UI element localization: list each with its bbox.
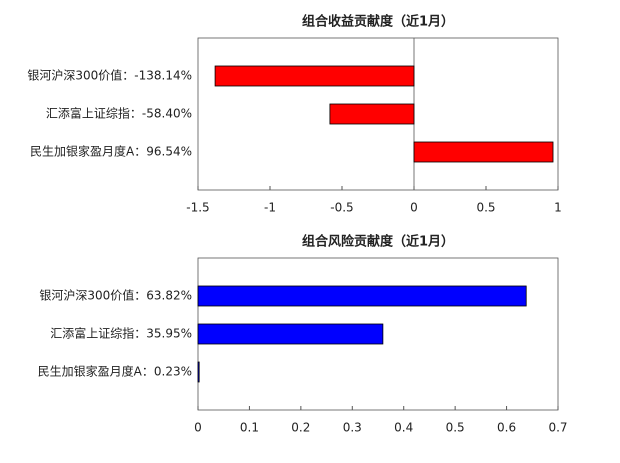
x-tick-label: 0.3: [343, 421, 362, 435]
y-tick-label: 民生加银家盈月度A：0.23%: [38, 364, 192, 379]
y-tick-label: 银河沪深300价值：63.82%: [39, 288, 192, 303]
bar: [214, 65, 415, 87]
x-tick-label: -1: [264, 201, 276, 215]
y-tick-label: 银河沪深300价值：-138.14%: [27, 68, 192, 83]
y-tick-label: 汇添富上证综指：35.95%: [50, 326, 192, 341]
bar: [329, 103, 415, 125]
x-tick-label: 0.2: [291, 421, 310, 435]
x-tick-label: 0: [194, 421, 202, 435]
x-tick-label: -0.5: [330, 201, 353, 215]
chart-title: 组合风险贡献度（近1月）: [302, 234, 454, 250]
bar: [197, 361, 200, 383]
x-tick-label: 1: [554, 201, 562, 215]
y-tick-label: 民生加银家盈月度A：96.54%: [30, 144, 192, 159]
plot-area: [197, 37, 559, 191]
x-tick-label: 0: [410, 201, 418, 215]
x-tick-label: 0.6: [497, 421, 516, 435]
bar: [197, 323, 384, 345]
x-tick-label: -1.5: [186, 201, 209, 215]
bar: [197, 285, 527, 307]
x-tick-label: 0.7: [548, 421, 567, 435]
bar: [413, 141, 554, 163]
chart-title: 组合收益贡献度（近1月）: [302, 14, 454, 30]
x-tick-label: 0.1: [240, 421, 259, 435]
x-tick-label: 0.5: [446, 421, 465, 435]
y-tick-label: 汇添富上证综指：-58.40%: [46, 106, 192, 121]
x-tick-label: 0.5: [476, 201, 495, 215]
x-tick-label: 0.4: [394, 421, 413, 435]
